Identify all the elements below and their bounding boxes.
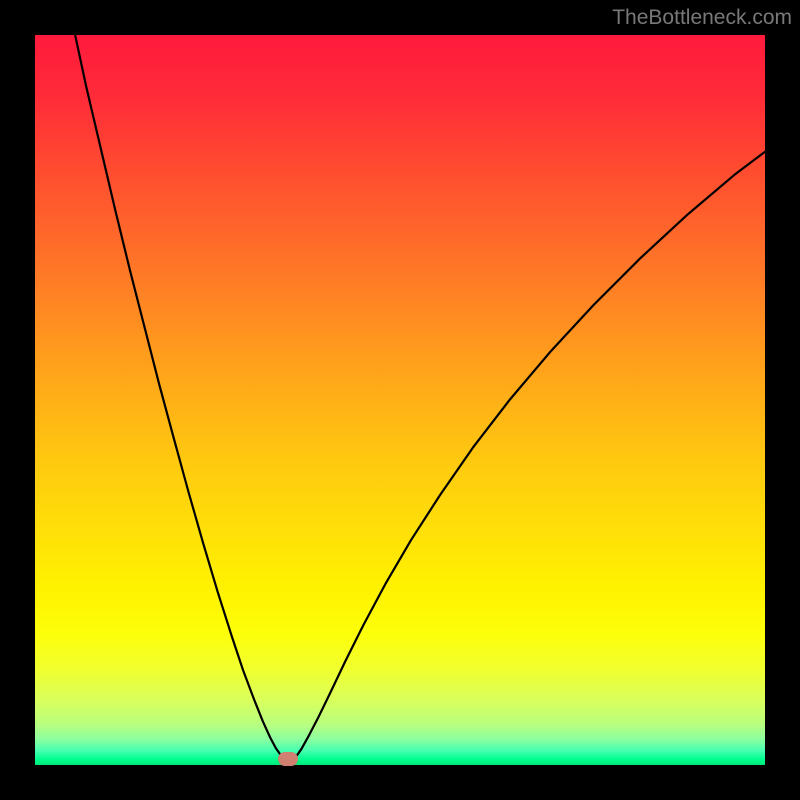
plot-area [35,35,765,765]
watermark-text: TheBottleneck.com [612,6,792,30]
minimum-marker [278,752,298,766]
bottleneck-curve [35,35,765,765]
